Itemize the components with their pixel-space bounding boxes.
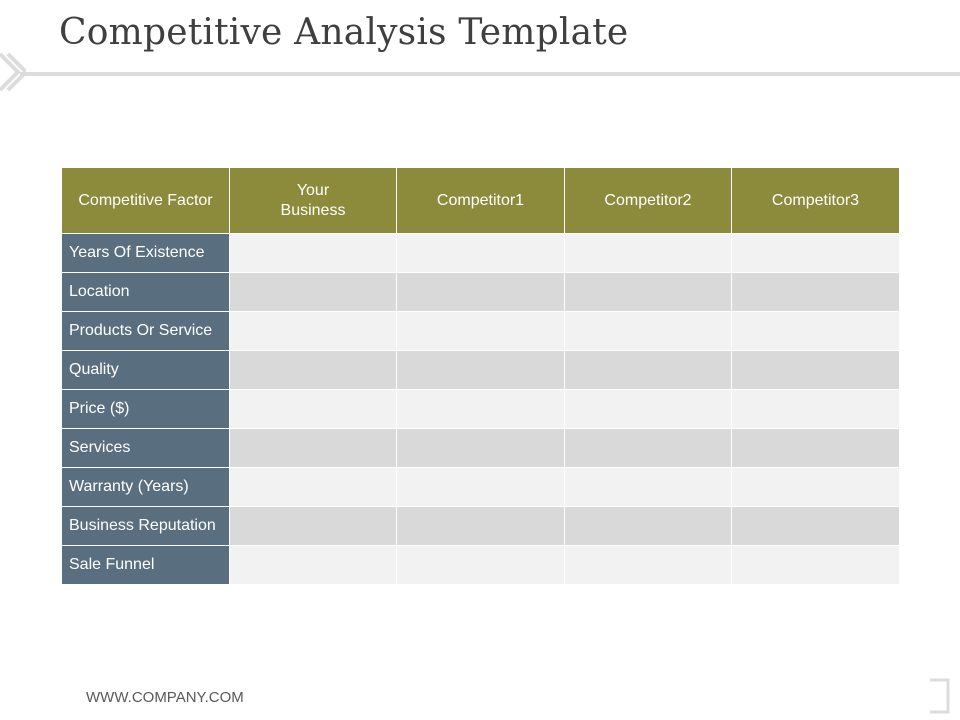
table-cell <box>229 233 397 273</box>
factor-label: Warranty (Years) <box>61 467 230 507</box>
table-cell <box>564 467 732 507</box>
table-cell <box>396 272 565 312</box>
table-cell <box>229 350 397 390</box>
table-row: Sale Funnel <box>61 545 900 585</box>
table-cell <box>396 311 565 351</box>
table-cell <box>396 389 565 429</box>
factor-label: Products Or Service <box>61 311 230 351</box>
table-cell <box>229 311 397 351</box>
table-row: Warranty (Years) <box>61 467 900 507</box>
factor-label: Price ($) <box>61 389 230 429</box>
header-competitor2: Competitor2 <box>564 167 732 234</box>
header-your-business: Your Business <box>229 167 397 234</box>
table-cell <box>731 467 900 507</box>
table-cell <box>731 233 900 273</box>
table-cell <box>564 428 732 468</box>
table-cell <box>564 506 732 546</box>
table-row: Location <box>61 272 900 312</box>
table-row: Price ($) <box>61 389 900 429</box>
table-cell <box>229 389 397 429</box>
competitive-analysis-table: Competitive Factor Your Business Competi… <box>61 167 900 585</box>
chevron-right-icon <box>0 52 26 92</box>
factor-label: Services <box>61 428 230 468</box>
table-cell <box>396 428 565 468</box>
table-cell <box>564 311 732 351</box>
table-cell <box>396 545 565 585</box>
table-cell <box>731 272 900 312</box>
table-cell <box>229 467 397 507</box>
table-cell <box>564 350 732 390</box>
table-cell <box>229 506 397 546</box>
table-cell <box>564 233 732 273</box>
table-row: Services <box>61 428 900 468</box>
table-cell <box>564 272 732 312</box>
table-cell <box>564 545 732 585</box>
corner-bracket-icon <box>930 678 950 714</box>
table-cell <box>396 350 565 390</box>
footer-website: WWW.COMPANY.COM <box>86 689 244 706</box>
factor-label: Quality <box>61 350 230 390</box>
title-divider <box>20 72 960 76</box>
table-cell <box>396 233 565 273</box>
header-competitor3: Competitor3 <box>731 167 900 234</box>
table-cell <box>229 545 397 585</box>
table-cell <box>229 428 397 468</box>
table-cell <box>731 428 900 468</box>
factor-label: Years Of Existence <box>61 233 230 273</box>
table-cell <box>731 506 900 546</box>
header-competitor1: Competitor1 <box>396 167 565 234</box>
table-row: Years Of Existence <box>61 233 900 273</box>
table-header-row: Competitive Factor Your Business Competi… <box>61 167 900 234</box>
table-cell <box>731 389 900 429</box>
table-cell <box>564 389 732 429</box>
table-cell <box>731 545 900 585</box>
factor-label: Business Reputation <box>61 506 230 546</box>
table-row: Business Reputation <box>61 506 900 546</box>
factor-label: Location <box>61 272 230 312</box>
header-competitive-factor: Competitive Factor <box>61 167 230 234</box>
table-cell <box>396 506 565 546</box>
table-cell <box>731 311 900 351</box>
slide-title: Competitive Analysis Template <box>59 12 629 53</box>
table-cell <box>731 350 900 390</box>
factor-label: Sale Funnel <box>61 545 230 585</box>
table-cell <box>229 272 397 312</box>
table-row: Quality <box>61 350 900 390</box>
table-cell <box>396 467 565 507</box>
table-row: Products Or Service <box>61 311 900 351</box>
